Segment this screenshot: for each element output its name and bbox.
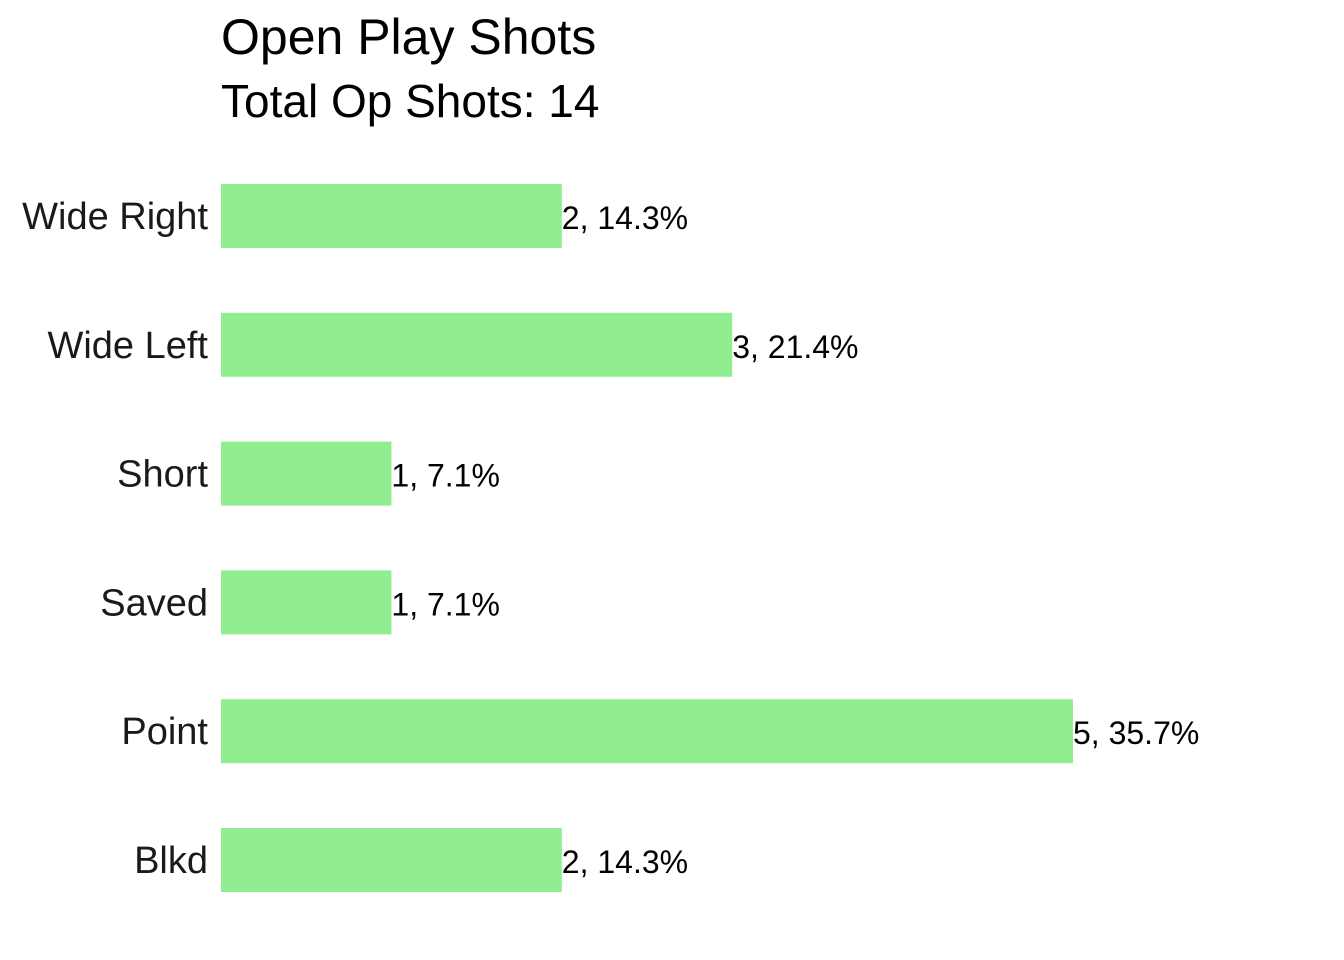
category-label-wide-left: Wide Left — [47, 325, 208, 367]
bar-wide-right — [221, 184, 562, 248]
bar-wide-left — [221, 312, 733, 377]
data-label-short: 1, 7.1% — [391, 458, 500, 494]
data-label-wide-left: 3, 21.4% — [732, 329, 858, 365]
category-label-short: Short — [117, 454, 208, 496]
chart-subtitle: Total Op Shots: 14 — [221, 75, 599, 127]
category-label-saved: Saved — [100, 582, 208, 624]
data-label-saved: 1, 7.1% — [391, 586, 500, 622]
data-label-point: 5, 35.7% — [1073, 715, 1199, 751]
category-label-point: Point — [121, 711, 208, 753]
data-label-blkd: 2, 14.3% — [562, 844, 688, 880]
category-label-wide-right: Wide Right — [22, 196, 208, 238]
bar-blkd — [221, 828, 562, 892]
data-label-wide-right: 2, 14.3% — [562, 200, 688, 236]
bar-point — [221, 699, 1073, 764]
category-label-blkd: Blkd — [134, 840, 208, 882]
chart-title: Open Play Shots — [221, 9, 596, 65]
bars-group: Wide Right 2, 14.3% Wide Left 3, 21.4% Short… — [22, 184, 1199, 892]
bar-saved — [221, 570, 392, 635]
bar-short — [221, 441, 392, 506]
